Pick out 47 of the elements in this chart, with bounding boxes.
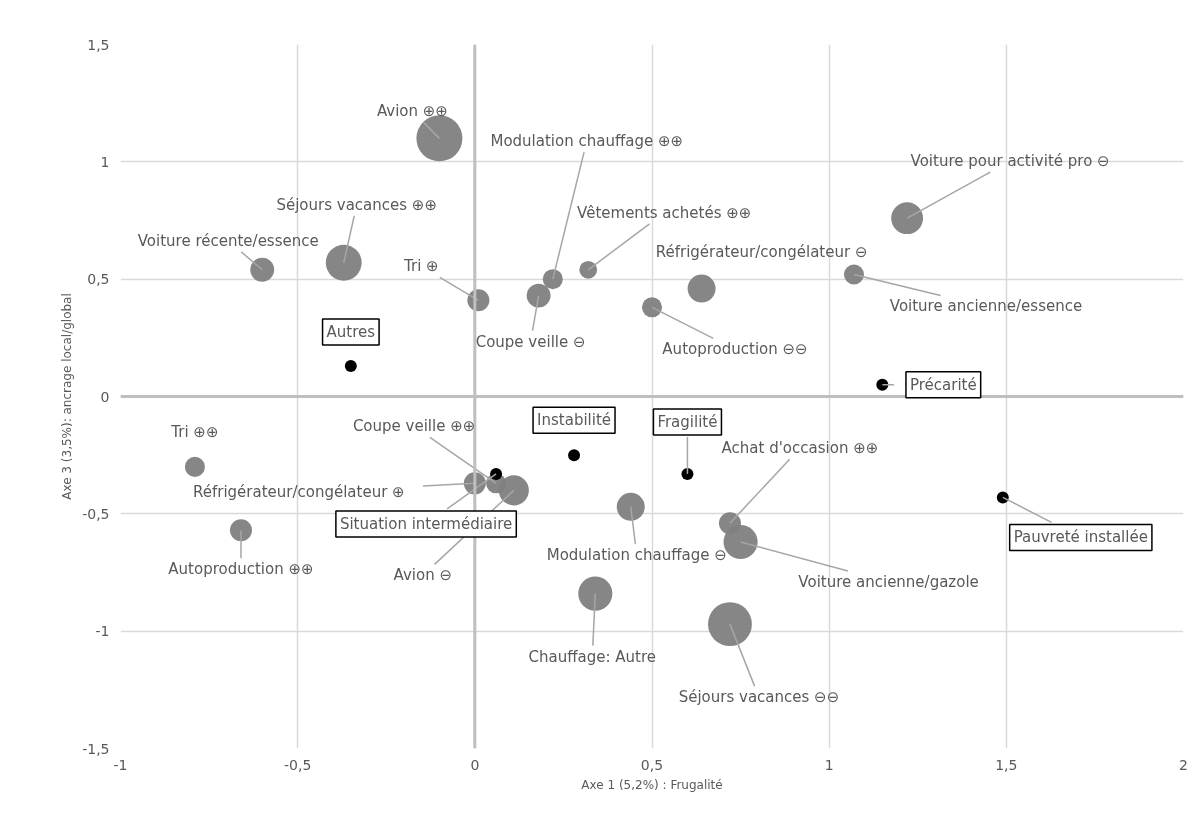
y-tick-label: -1,5 <box>82 740 110 757</box>
y-tick-label: -0,5 <box>82 505 110 522</box>
y-tick-label: -1 <box>95 623 110 640</box>
annotation: Autres <box>326 322 376 341</box>
x-tick-label: 0,5 <box>640 756 664 773</box>
y-tick-label: 0,5 <box>87 271 110 288</box>
x-tick-label: 1 <box>824 756 834 773</box>
annotation: Pauvreté installée <box>1013 528 1148 547</box>
annotation: Voiture récente/essence <box>137 231 319 250</box>
annotation: Achat d'occasion ⊕⊕ <box>721 439 879 458</box>
point <box>568 449 581 462</box>
annotation: Fragilité <box>657 412 718 431</box>
x-tick-label: -1 <box>113 756 128 773</box>
annotation: Modulation chauffage ⊖ <box>546 545 727 564</box>
x-tick-label: 2 <box>1179 756 1188 773</box>
annotation: Chauffage: Autre <box>528 647 657 666</box>
annotation: Avion ⊖ <box>393 566 453 585</box>
annotation: Séjours vacances ⊕⊕ <box>276 195 438 214</box>
annotation: Voiture ancienne/gazole <box>798 572 979 591</box>
point <box>681 467 694 480</box>
annotation: Réfrigérateur/congélateur ⊖ <box>655 242 868 261</box>
y-tick-label: 1,5 <box>87 36 110 53</box>
annotation: Avion ⊕⊕ <box>376 102 448 121</box>
y-tick-label: 0 <box>100 388 110 405</box>
annotation: Séjours vacances ⊖⊖ <box>678 688 840 707</box>
annotation: Autoproduction ⊕⊕ <box>168 560 314 579</box>
annotation: Coupe veille ⊖ <box>475 332 586 351</box>
point <box>344 360 357 372</box>
annotation: Situation intermédiaire <box>339 514 513 533</box>
annotation: Autoproduction ⊖⊖ <box>662 340 808 359</box>
point <box>490 467 503 480</box>
x-tick-label: 0 <box>470 756 480 773</box>
x-tick-label: -0,5 <box>284 756 312 773</box>
y-tick-label: 1 <box>100 153 110 170</box>
annotation: Coupe veille ⊕⊕ <box>352 417 476 436</box>
annotation: Instabilité <box>537 411 612 430</box>
annotation: Précarité <box>909 375 977 394</box>
annotation: Tri ⊕ <box>403 257 439 276</box>
annotation: Vêtements achetés ⊕⊕ <box>577 203 752 222</box>
annotation: Voiture ancienne/essence <box>889 297 1083 316</box>
annotation: Tri ⊕⊕ <box>170 422 219 441</box>
annotation: Réfrigérateur/congélateur ⊕ <box>192 483 405 502</box>
y-axis-title: Axe 3 (3,5%): ancrage local/global <box>60 293 75 500</box>
x-tick-label: 1,5 <box>995 756 1018 773</box>
annotation: Voiture pour activité pro ⊖ <box>910 152 1110 171</box>
annotation: Modulation chauffage ⊕⊕ <box>490 132 684 151</box>
x-axis-title: Axe 1 (5,2%) : Frugalité <box>581 777 723 792</box>
